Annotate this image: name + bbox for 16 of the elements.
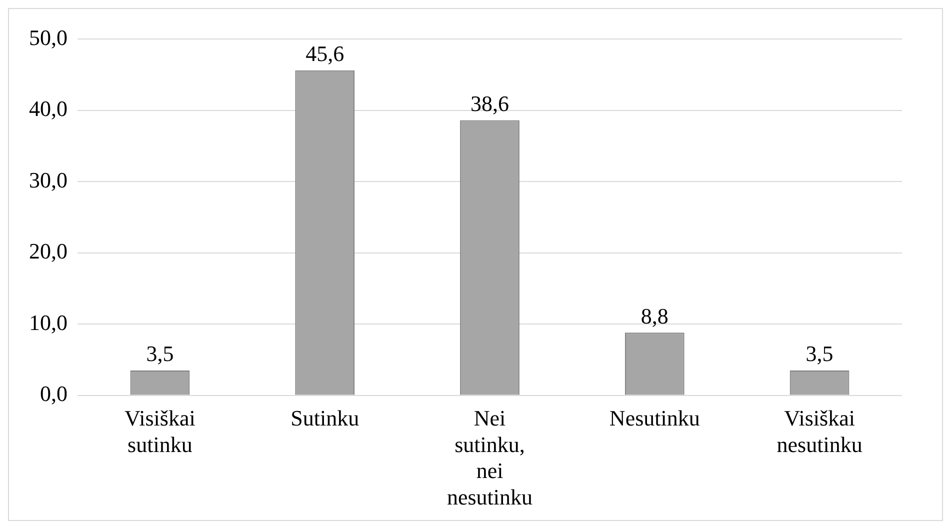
data-label: 8,8	[640, 303, 668, 328]
y-tick-label: 20,0	[29, 238, 68, 264]
x-tick-label: Sutinku	[290, 405, 360, 430]
y-tick-label: 0,0	[40, 381, 68, 406]
data-label: 3,5	[146, 341, 174, 366]
data-label: 45,6	[306, 41, 344, 66]
x-tick-label: Nesutinku	[609, 405, 700, 430]
data-label: 3,5	[806, 341, 834, 366]
x-tick-label: Visiškai nesutinku	[776, 405, 862, 457]
y-tick-label: 30,0	[29, 167, 68, 192]
y-tick-label: 40,0	[29, 96, 68, 122]
x-tick-label: Nei sutinku, nei nesutinku	[446, 405, 533, 510]
y-tick-label: 50,0	[29, 24, 68, 50]
y-tick-label: 10,0	[29, 310, 68, 335]
x-tick-label: Visiškai sutinku	[124, 405, 196, 457]
data-label: 38,6	[470, 91, 509, 116]
